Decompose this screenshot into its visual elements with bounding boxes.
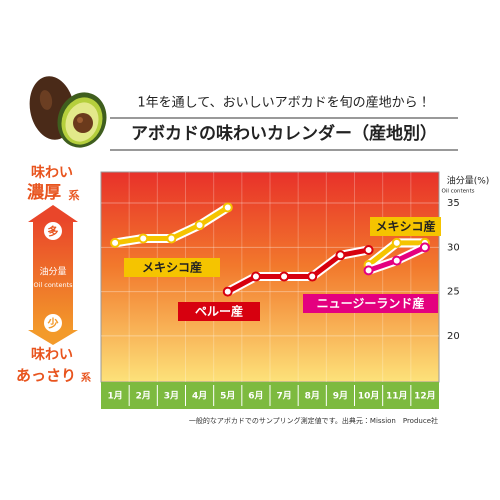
x-tick-label: 12月 <box>414 391 436 402</box>
point <box>250 271 261 282</box>
series-label: メキシコ産 <box>142 260 202 275</box>
point <box>419 242 430 253</box>
point <box>138 233 149 244</box>
point <box>222 202 233 213</box>
point <box>391 237 402 248</box>
avocado-icon <box>29 76 107 148</box>
point <box>335 250 346 261</box>
y-tick-label: 30 <box>447 242 460 253</box>
scale-arrow <box>28 205 78 222</box>
point <box>222 286 233 297</box>
subtitle: アボカドの味わいカレンダー（産地別） <box>131 123 437 144</box>
point <box>363 244 374 255</box>
point <box>166 233 177 244</box>
scale-high: 多 <box>48 224 59 238</box>
x-tick-label: 9月 <box>333 391 348 402</box>
x-tick-label: 4月 <box>192 391 207 402</box>
x-tick-label: 2月 <box>136 391 151 402</box>
point <box>279 271 290 282</box>
series-label-box <box>178 302 260 321</box>
title: 1年を通して、おいしいアボカドを旬の産地から！ <box>137 96 430 111</box>
scale-low: 少 <box>48 316 59 330</box>
x-tick-label: 10月 <box>358 391 380 402</box>
series-label: ペルー産 <box>195 304 243 319</box>
point <box>391 255 402 266</box>
scale-badge <box>44 314 62 332</box>
footnote: 一般的なアボカドでのサンプリング測定値です。出典元：Mission Produc… <box>189 416 438 425</box>
scale-arrow <box>28 330 78 345</box>
series-label-box <box>303 294 438 313</box>
x-tick-label: 5月 <box>220 391 235 402</box>
point <box>307 271 318 282</box>
x-tick-label: 11月 <box>386 391 408 402</box>
rich-label: 系 <box>68 188 80 202</box>
series-label-box <box>124 258 220 277</box>
point <box>363 265 374 276</box>
x-tick-label: 1月 <box>107 391 122 402</box>
y-tick-label: 20 <box>447 331 460 342</box>
y-tick-label: 25 <box>447 287 460 298</box>
rich-label: 濃厚 <box>27 182 61 203</box>
light-label: 味わい <box>31 347 73 363</box>
y-axis-sublabel: Oil contents <box>441 189 474 195</box>
series-label: ニュージーランド産 <box>317 296 425 311</box>
scale-axis-label: 油分量 <box>39 266 66 278</box>
series-label-box <box>370 217 441 236</box>
rich-label: 味わい <box>31 165 73 181</box>
light-label: 系 <box>80 371 91 384</box>
x-tick-label: 6月 <box>248 391 263 402</box>
y-axis-label: 油分量(%) <box>447 175 490 187</box>
point <box>194 220 205 231</box>
x-tick-label: 8月 <box>305 391 320 402</box>
scale-axis-sublabel: Oil contents <box>33 281 73 289</box>
left-scale: 味わい 濃厚 系 多 油分量 Oil contents 少 味わい あっさり 系 <box>16 165 91 385</box>
series-label: メキシコ産 <box>375 219 435 234</box>
point <box>110 237 121 248</box>
light-label: あっさり <box>16 367 76 385</box>
scale-badge <box>44 222 62 240</box>
y-tick-label: 35 <box>447 198 460 209</box>
x-tick-label: 7月 <box>276 391 291 402</box>
x-tick-label: 3月 <box>164 391 179 402</box>
